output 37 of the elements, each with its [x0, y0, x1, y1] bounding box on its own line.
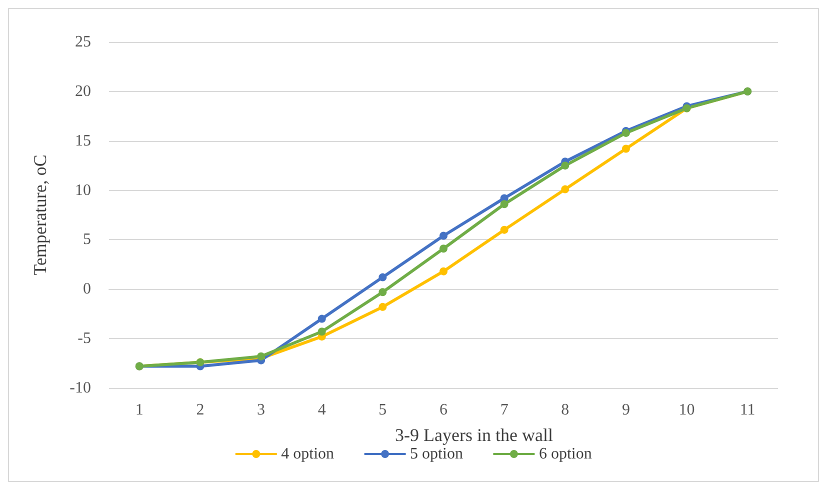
- y-tick-label: -5: [78, 330, 91, 348]
- x-tick-label: 8: [561, 402, 570, 418]
- point: [561, 162, 570, 170]
- y-tick-label: 10: [75, 182, 91, 199]
- point: [318, 314, 326, 323]
- point: [622, 144, 630, 153]
- x-tick-label: 10: [678, 402, 695, 418]
- y-tick-label: 5: [83, 231, 91, 248]
- point: [378, 273, 387, 282]
- point: [378, 288, 387, 296]
- point: [440, 232, 448, 240]
- point: [561, 185, 570, 194]
- point: [500, 200, 508, 208]
- x-tick-label: 2: [196, 402, 204, 418]
- x-tick-label: 6: [440, 402, 448, 418]
- point: [378, 302, 387, 311]
- point: [500, 226, 508, 234]
- x-axis-title: 3-9 Layers in the wall: [395, 425, 553, 445]
- y-tick-label: 25: [75, 34, 91, 50]
- legend-label: 4 option: [281, 446, 334, 462]
- y-tick-label: 20: [75, 82, 91, 100]
- x-tick-label: 1: [135, 402, 144, 418]
- x-tick-label: 7: [500, 402, 508, 418]
- legend-label: 6 option: [538, 446, 592, 462]
- x-tick-label: 9: [622, 402, 630, 418]
- x-tick-label: 11: [740, 402, 756, 418]
- x-tick-label: 5: [378, 402, 387, 418]
- x-tick-label: 3: [257, 402, 266, 418]
- y-tick-label: 0: [83, 280, 91, 298]
- y-tick-label: 15: [75, 132, 91, 150]
- point: [440, 244, 448, 253]
- legend-label: 5 option: [410, 446, 463, 462]
- point: [318, 328, 326, 336]
- x-tick-label: 4: [318, 402, 326, 418]
- point: [440, 267, 448, 276]
- y-axis-title: Temperature, oC: [30, 154, 50, 276]
- y-tick-label: -10: [70, 380, 91, 396]
